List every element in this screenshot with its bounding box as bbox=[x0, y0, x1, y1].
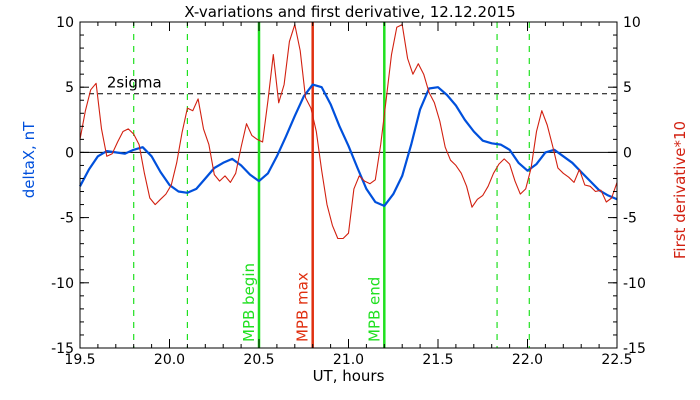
chart-title: X-variations and first derivative, 12.12… bbox=[184, 3, 515, 21]
series-line-deltaX bbox=[79, 83, 618, 207]
series-line-derivative bbox=[79, 24, 618, 240]
y-right-tick-label: -5 bbox=[623, 211, 637, 227]
vline-label-mpb-end: MPB end bbox=[365, 277, 383, 342]
x-axis-label: UT, hours bbox=[313, 367, 385, 385]
y-right-tick-label: 10 bbox=[623, 15, 641, 31]
y-left-tick-label: 5 bbox=[65, 80, 74, 96]
x-tick-label: 21.0 bbox=[333, 352, 364, 368]
axes-group: 19.5 20.0 20.5 21.0 21.5 22.0 22.5 10 5 0 -5 -10 -15… bbox=[51, 15, 646, 368]
y-right-tick-label: 5 bbox=[623, 80, 632, 96]
y-axis-left-label: deltaX, nT bbox=[20, 121, 38, 198]
threshold-label: 2sigma bbox=[107, 74, 162, 92]
y-left-tick-label: 0 bbox=[65, 145, 74, 161]
x-tick-label: 22.0 bbox=[512, 352, 543, 368]
y-left-tick-label: -10 bbox=[51, 276, 74, 292]
y-right-tick-label: -10 bbox=[623, 276, 646, 292]
y-left-tick-label: -5 bbox=[60, 211, 74, 227]
y-left-tick-label: 10 bbox=[56, 15, 74, 31]
x-tick-label: 19.5 bbox=[64, 352, 95, 368]
y-axis-right-label: First derivative*10 bbox=[671, 121, 689, 259]
x-tick-label: 20.5 bbox=[243, 352, 274, 368]
reference-lines: MPB begin MPB max MPB end bbox=[80, 22, 617, 348]
x-tick-label: 22.5 bbox=[601, 352, 632, 368]
y-right-tick-label: 0 bbox=[623, 145, 632, 161]
series-group bbox=[79, 24, 618, 240]
y-left-tick-label: -15 bbox=[51, 341, 74, 357]
vline-label-mpb-begin: MPB begin bbox=[240, 263, 258, 342]
plot-frame bbox=[79, 21, 618, 349]
x-tick-label: 21.5 bbox=[422, 352, 453, 368]
x-tick-label: 20.0 bbox=[154, 352, 185, 368]
y-right-tick-label: -15 bbox=[623, 341, 646, 357]
vline-label-mpb-max: MPB max bbox=[294, 272, 312, 342]
